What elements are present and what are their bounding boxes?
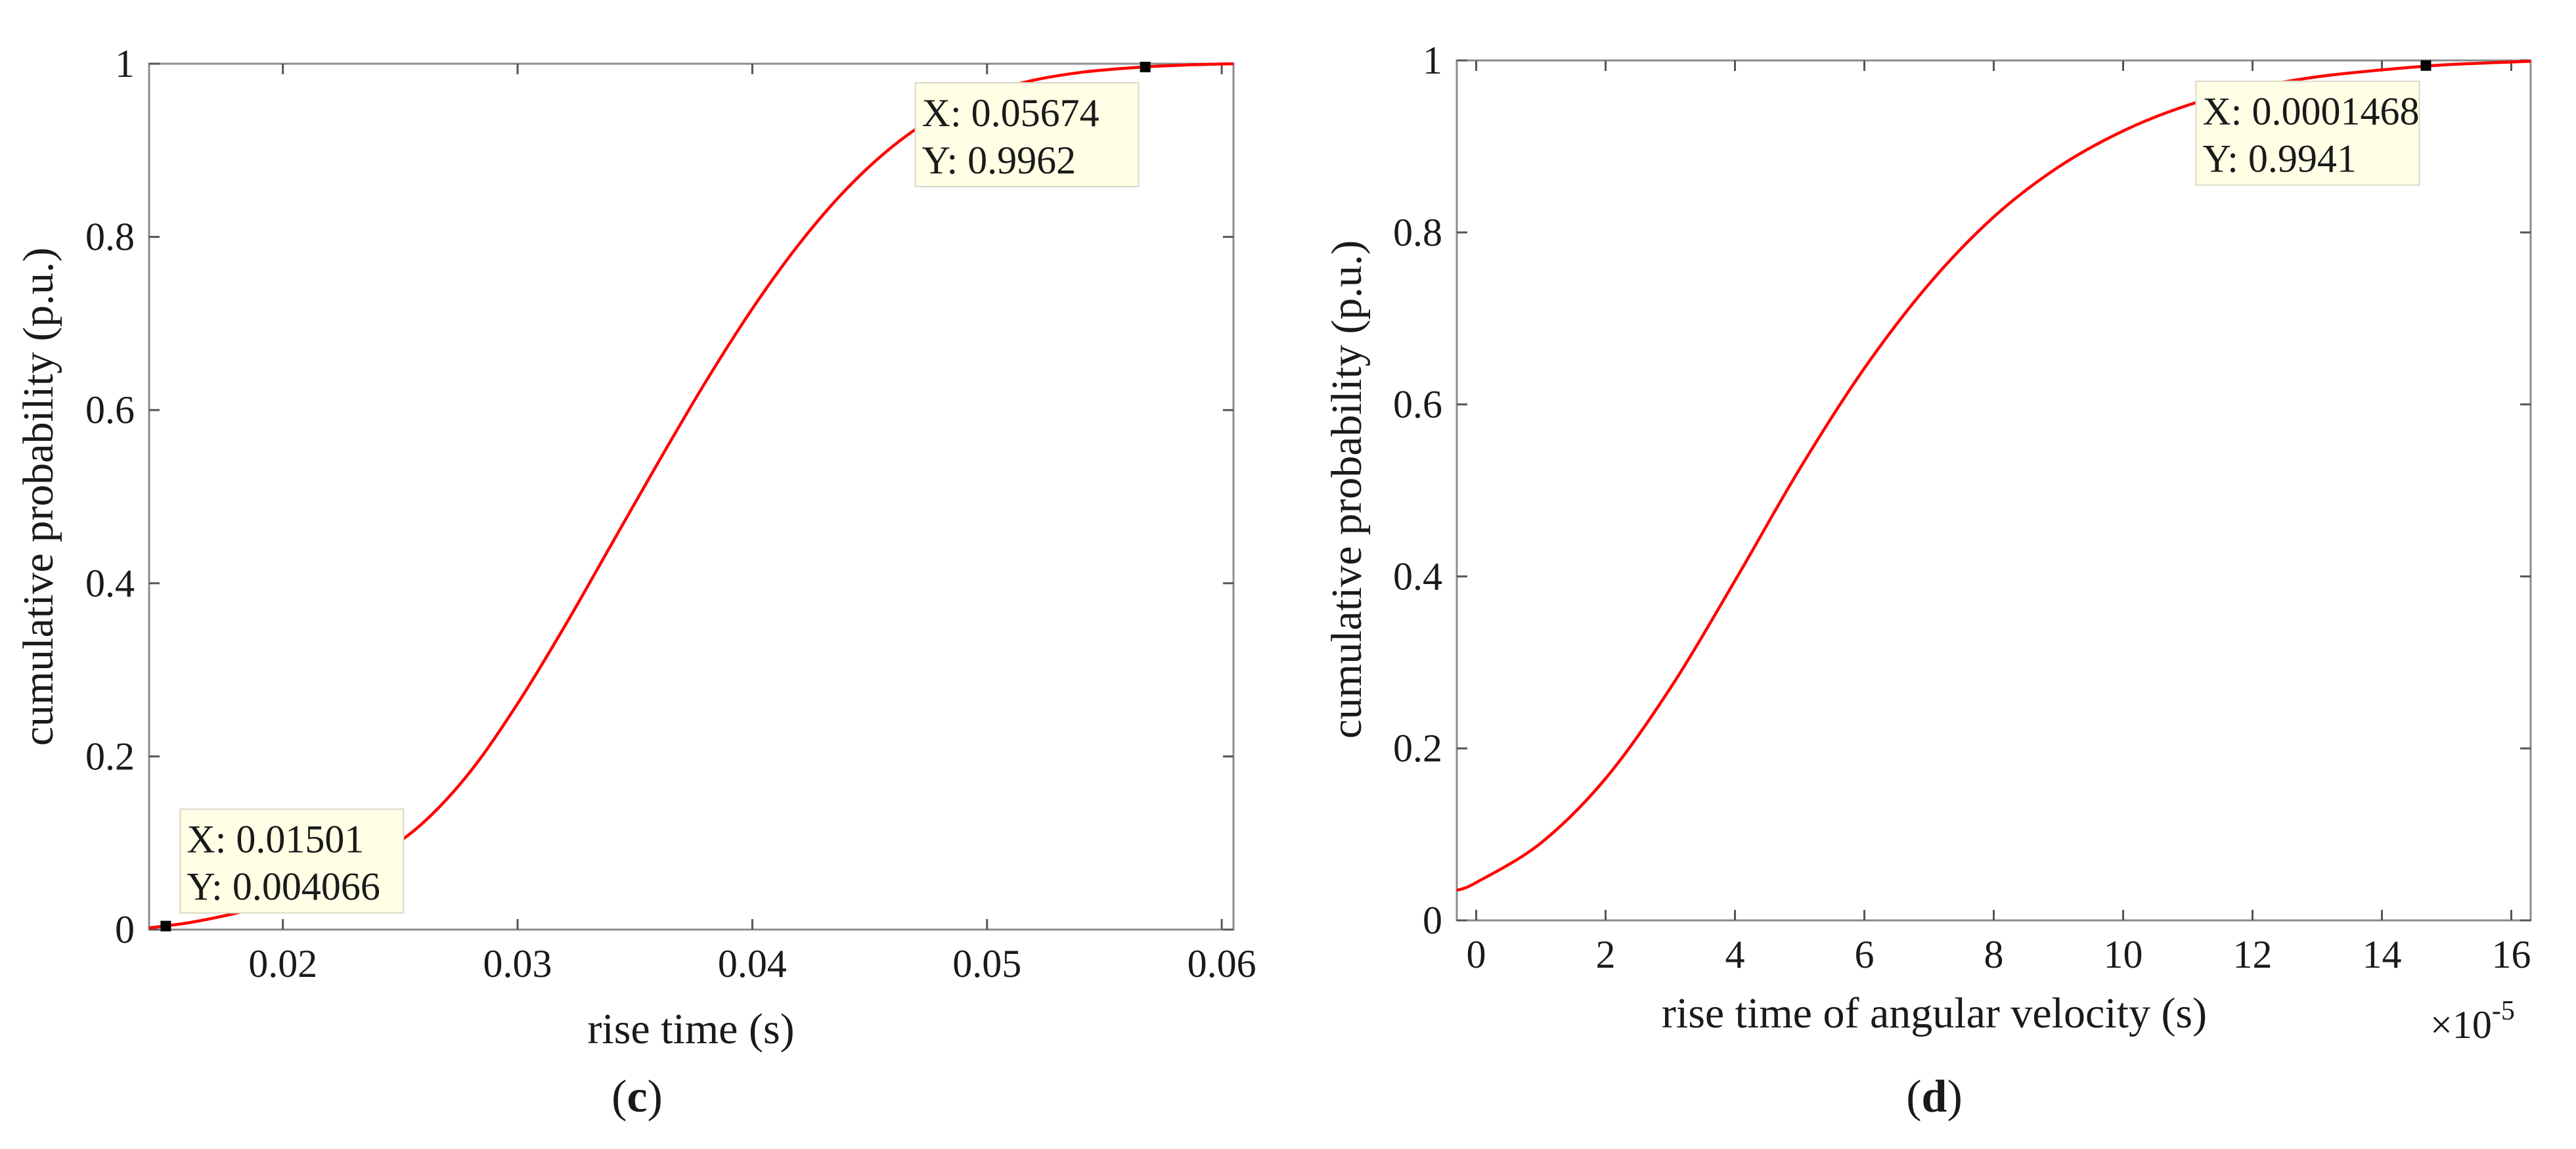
- panel-label-c: (c): [611, 1071, 663, 1122]
- y-axis-label-d: cumulative probability (p.u.): [1323, 240, 1371, 739]
- x-tick-label: 4: [1725, 933, 1745, 976]
- x-tick-label: 0.04: [718, 942, 787, 985]
- x-exponent-label-d: ×10-5: [2430, 996, 2515, 1047]
- x-tick-label: 0: [1467, 933, 1486, 976]
- datatip-x-text: X: 0.0001468: [2202, 90, 2419, 133]
- datatip-marker: [160, 920, 171, 932]
- y-tick-labels-c: 0 0.2 0.4 0.6 0.8 1: [85, 42, 135, 951]
- x-tick-labels-d: 0 2 4 6 8 10 12 14 16: [1467, 933, 2531, 976]
- datatip-y-text: Y: 0.004066: [187, 865, 380, 909]
- y-tick-label: 1: [1423, 39, 1442, 82]
- y-tick-label: 0.2: [85, 734, 135, 778]
- datatip-marker: [1140, 62, 1151, 73]
- y-tick-label: 0.2: [1393, 727, 1442, 770]
- y-tick-label: 1: [115, 42, 135, 85]
- x-axis-label-d: rise time of angular velocity (s): [1662, 989, 2207, 1037]
- datatip-marker: [2420, 60, 2432, 71]
- cdf-line: [1456, 60, 2531, 892]
- x-axis-label-c: rise time (s): [587, 1005, 794, 1053]
- datatip-box: [2195, 80, 2420, 186]
- x-tick-label: 6: [1855, 933, 1875, 976]
- y-tick-label: 0.4: [1393, 554, 1442, 598]
- y-tick-labels-d: 0 0.2 0.4 0.6 0.8 1: [1393, 39, 1442, 942]
- plot-area-d: [1455, 59, 2532, 922]
- x-tick-labels-c: 0.02 0.03 0.04 0.05 0.06: [248, 942, 1256, 985]
- x-tick-label: 14: [2362, 933, 2401, 976]
- y-tick-label: 0.8: [1393, 211, 1442, 254]
- x-tick-label: 0.05: [952, 942, 1021, 985]
- y-tick-label: 0.4: [85, 562, 135, 605]
- x-tick-label: 12: [2232, 933, 2272, 976]
- x-tick-label: 16: [2491, 933, 2531, 976]
- y-tick-label: 0.6: [85, 388, 135, 432]
- datatip-y-text: Y: 0.9962: [922, 139, 1077, 182]
- datatip-y-text: Y: 0.9941: [2202, 137, 2357, 181]
- datatip-box: [179, 808, 405, 914]
- y-axis-label-c: cumulative probability (p.u.): [14, 248, 62, 746]
- plot-area-c: [148, 62, 1235, 931]
- x-tick-label: 0.03: [483, 942, 552, 985]
- y-tick-label: 0: [1423, 899, 1442, 942]
- x-tick-label: 0.02: [248, 942, 317, 985]
- panel-label-d: (d): [1906, 1071, 1963, 1122]
- x-tick-label: 2: [1596, 933, 1616, 976]
- x-tick-label: 10: [2103, 933, 2143, 976]
- datatip-box: [914, 82, 1140, 188]
- y-tick-label: 0: [115, 908, 135, 951]
- y-tick-label: 0.8: [85, 215, 135, 259]
- x-tick-label: 8: [1984, 933, 2004, 976]
- y-tick-label: 0.6: [1393, 383, 1442, 426]
- x-tick-label: 0.06: [1188, 942, 1256, 985]
- datatip-x-text: X: 0.01501: [187, 818, 364, 861]
- panel-d: 0 2 4 6 8 10 12 14 16 0 0.2 0.4 0.6 0.8 1 X: 0.000146…: [1323, 39, 2532, 1122]
- datatip-x-text: X: 0.05674: [922, 91, 1099, 135]
- curve-d: [1456, 60, 2531, 892]
- panel-c: 0.02 0.03 0.04 0.05 0.06 0 0.2 0.4 0.6 0.8 1 X: 0…: [14, 42, 1256, 1122]
